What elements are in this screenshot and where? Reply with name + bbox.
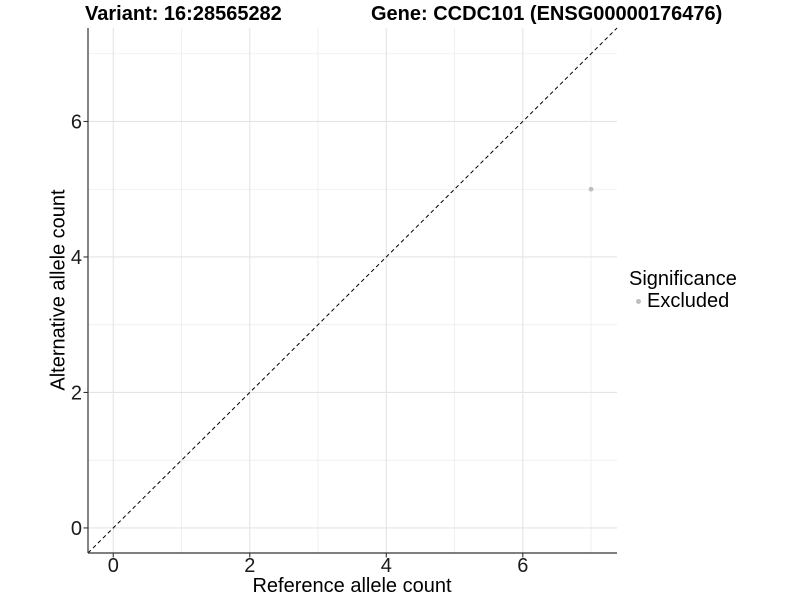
x-tick-label: 4 xyxy=(381,555,392,577)
legend-item-excluded: Excluded xyxy=(629,290,737,312)
y-axis-title: Alternative allele count xyxy=(47,189,70,391)
data-point xyxy=(588,186,594,192)
y-tick-label: 6 xyxy=(71,111,82,133)
x-tick-label: 0 xyxy=(108,555,119,577)
plot-title-gene: Gene: CCDC101 (ENSG00000176476) xyxy=(371,3,723,25)
x-axis-title: Reference allele count xyxy=(252,575,452,597)
legend-title: Significance xyxy=(629,268,737,290)
y-tick-label: 2 xyxy=(71,382,82,404)
x-tick-label: 2 xyxy=(244,555,255,577)
legend-point-icon xyxy=(636,298,641,304)
y-tick-label: 0 xyxy=(71,518,82,540)
plot-title-variant: Variant: 16:28565282 xyxy=(85,3,282,25)
legend: Significance Excluded xyxy=(629,268,737,313)
x-tick-label: 6 xyxy=(517,555,528,577)
legend-item-label: Excluded xyxy=(647,290,730,312)
identity-reference-line xyxy=(87,27,618,554)
y-tick-label: 4 xyxy=(71,247,82,269)
